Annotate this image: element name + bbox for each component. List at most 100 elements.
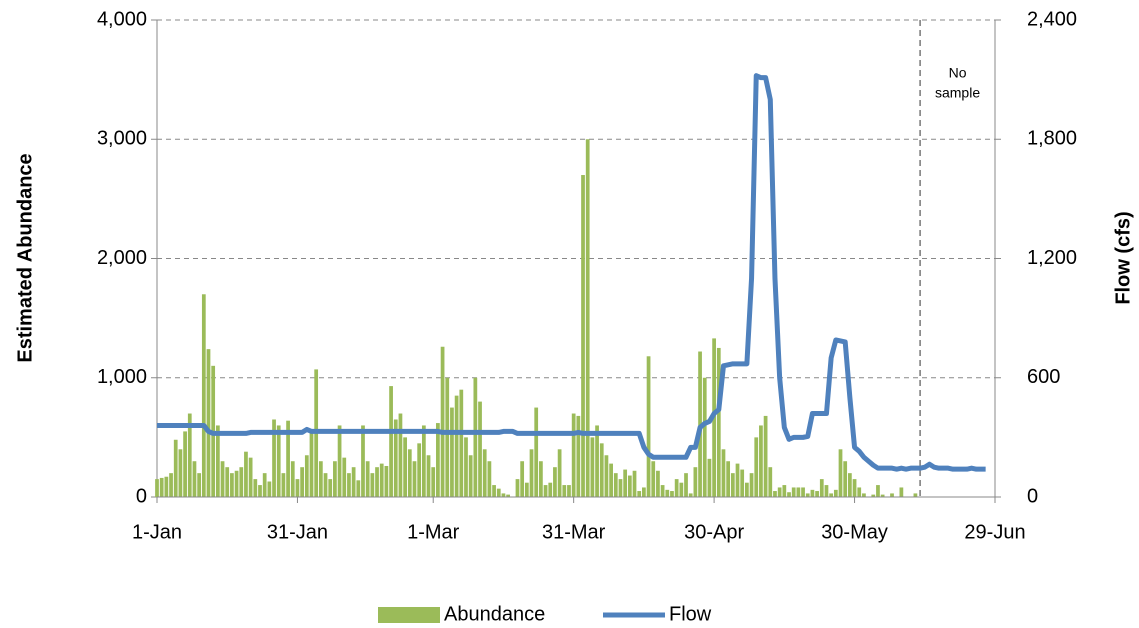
x-tick-label: 30-May <box>821 521 888 543</box>
y-tick-label: 0 <box>136 485 147 507</box>
bar <box>646 356 651 497</box>
bar <box>173 439 178 497</box>
annotation-text: sample <box>935 85 980 101</box>
bar <box>454 395 459 497</box>
y-tick-label: 1,000 <box>97 366 147 388</box>
bar <box>318 461 323 497</box>
bar <box>183 431 187 497</box>
bar <box>276 425 281 497</box>
bar <box>492 485 496 497</box>
bar <box>187 413 192 497</box>
bar <box>899 487 904 497</box>
bar <box>745 482 749 497</box>
bar <box>876 485 880 497</box>
bar <box>539 461 543 497</box>
bar <box>829 493 834 497</box>
bar <box>407 449 412 497</box>
y2-tick-label: 600 <box>1027 366 1060 388</box>
bar <box>796 487 801 497</box>
bar <box>496 488 501 497</box>
bar <box>716 347 721 497</box>
bar <box>810 489 815 497</box>
bar <box>824 485 829 497</box>
bar <box>365 461 370 497</box>
bar <box>361 425 365 497</box>
bar <box>309 431 314 497</box>
bar <box>571 413 576 497</box>
bar <box>642 487 646 497</box>
bar <box>417 443 422 497</box>
bar <box>272 419 276 497</box>
bar <box>721 449 726 497</box>
bar <box>482 449 487 497</box>
y2-tick-label: 0 <box>1027 485 1038 507</box>
bar <box>379 463 384 497</box>
bar <box>375 467 379 497</box>
bar <box>295 479 300 497</box>
bar <box>487 461 492 497</box>
bar <box>169 473 173 497</box>
bar <box>543 485 548 497</box>
bar <box>787 492 791 497</box>
bar <box>356 480 361 497</box>
bar <box>421 425 426 497</box>
bar <box>440 346 445 497</box>
bar <box>262 473 267 497</box>
bar <box>506 494 510 497</box>
bar <box>852 479 857 497</box>
bar <box>520 461 525 497</box>
bar <box>684 473 688 497</box>
bar <box>576 415 581 497</box>
bar <box>501 493 506 497</box>
bar <box>632 470 637 497</box>
bar <box>300 467 305 497</box>
bar <box>478 401 482 497</box>
bar <box>777 487 782 497</box>
bar <box>384 465 389 497</box>
bar <box>627 475 632 497</box>
bar <box>833 489 838 497</box>
bar <box>155 479 159 497</box>
bar <box>347 473 351 497</box>
bar <box>244 451 248 497</box>
bar <box>197 473 202 497</box>
bar <box>749 473 754 497</box>
bar <box>735 463 740 497</box>
bar <box>599 443 604 497</box>
bar <box>403 437 407 497</box>
bar <box>590 437 595 497</box>
bar <box>426 455 431 497</box>
x-tick-label: 29-Jun <box>964 521 1025 543</box>
bar <box>623 469 628 497</box>
bar <box>473 377 478 497</box>
bar <box>206 349 211 497</box>
bar <box>656 470 660 497</box>
bar <box>562 485 567 497</box>
legend-swatch <box>378 607 440 623</box>
bar <box>323 473 328 497</box>
bar <box>613 473 618 497</box>
bar <box>333 461 337 497</box>
y-tick-label: 2,000 <box>97 247 147 269</box>
bar <box>234 470 239 497</box>
bar <box>651 461 656 497</box>
bar <box>548 482 553 497</box>
bar <box>670 491 674 497</box>
bar <box>791 487 796 497</box>
bar <box>801 487 805 497</box>
bar <box>871 494 876 497</box>
bar <box>370 473 375 497</box>
bar <box>857 487 862 497</box>
bar <box>515 479 520 497</box>
bar <box>843 461 848 497</box>
bar <box>740 469 745 497</box>
bar <box>412 461 417 497</box>
bar <box>178 449 183 497</box>
bar <box>225 467 230 497</box>
bar <box>726 461 731 497</box>
bar <box>393 419 398 497</box>
bar <box>524 482 529 497</box>
x-tick-label: 30-Apr <box>684 521 744 543</box>
bar <box>707 458 712 497</box>
